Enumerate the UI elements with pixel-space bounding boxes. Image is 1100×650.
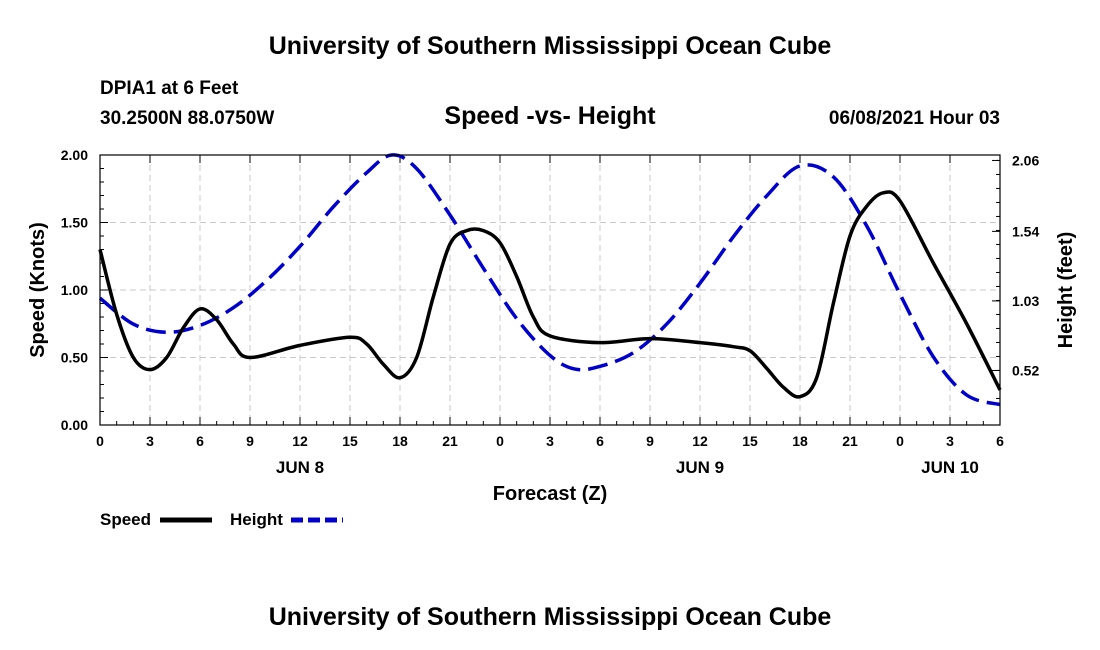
x-tick-label: 3 xyxy=(546,433,554,449)
run-time: 06/08/2021 Hour 03 xyxy=(829,108,1000,129)
legend: Speed Height xyxy=(100,510,343,529)
plot-frame xyxy=(99,154,1001,426)
left-axis-ticks: 0.00 0.50 1.00 1.50 2.00 xyxy=(61,147,108,433)
x-tick-label: 0 xyxy=(896,433,904,449)
x-tick-label: 21 xyxy=(442,433,458,449)
x-tick-label: 12 xyxy=(292,433,308,449)
x-tick-label: 18 xyxy=(792,433,808,449)
y-left-tick-label: 2.00 xyxy=(61,147,88,163)
x-tick-label: 3 xyxy=(146,433,154,449)
y-right-tick-label: 2.06 xyxy=(1012,152,1039,168)
x-tick-label: 6 xyxy=(596,433,604,449)
y-left-tick-label: 1.00 xyxy=(61,282,88,298)
series-lines xyxy=(98,153,1002,407)
y-right-tick-label: 1.03 xyxy=(1012,293,1039,309)
series-line-speed xyxy=(98,190,1002,399)
x-tick-label: 21 xyxy=(842,433,858,449)
legend-height-label: Height xyxy=(230,510,283,529)
y-axis-left-label: Speed (Knots) xyxy=(27,222,49,358)
y-left-tick-label: 1.50 xyxy=(61,215,88,231)
y-left-tick-label: 0.50 xyxy=(61,350,88,366)
right-axis-ticks: 0.52 1.03 1.54 2.06 xyxy=(992,152,1039,399)
series-line-height xyxy=(98,153,1001,407)
x-tick-label: 15 xyxy=(342,433,358,449)
x-tick-label: 9 xyxy=(646,433,654,449)
x-date-label: JUN 8 xyxy=(276,458,324,477)
x-date-label: JUN 10 xyxy=(921,458,979,477)
y-right-tick-label: 1.54 xyxy=(1012,223,1039,239)
x-date-label: JUN 9 xyxy=(676,458,724,477)
legend-speed-label: Speed xyxy=(100,510,151,529)
x-tick-label: 15 xyxy=(742,433,758,449)
y-right-tick-label: 0.52 xyxy=(1012,362,1039,378)
x-tick-label: 9 xyxy=(246,433,254,449)
x-axis-ticks: 0 3 6 9 12 15 18 21 0 3 6 9 12 15 18 21 0 3 6 JUN 8 JUN 9 JUN… xyxy=(96,155,1004,477)
x-tick-label: 3 xyxy=(946,433,954,449)
x-tick-label: 12 xyxy=(692,433,708,449)
x-tick-label: 6 xyxy=(996,433,1004,449)
x-tick-label: 0 xyxy=(496,433,504,449)
chart-title: Speed -vs- Height xyxy=(444,102,656,130)
page-title-bottom: University of Southern Mississippi Ocean… xyxy=(269,603,832,631)
y-axis-right-label: Height (feet) xyxy=(1055,232,1077,349)
grid-lines xyxy=(100,155,1000,425)
x-axis-label: Forecast (Z) xyxy=(493,483,607,505)
station-coords: 30.2500N 88.0750W xyxy=(100,108,274,129)
x-tick-label: 18 xyxy=(392,433,408,449)
x-tick-label: 6 xyxy=(196,433,204,449)
station-name: DPIA1 at 6 Feet xyxy=(100,78,239,99)
x-tick-label: 0 xyxy=(96,433,104,449)
y-left-tick-label: 0.00 xyxy=(61,417,88,433)
page-title-top: University of Southern Mississippi Ocean… xyxy=(269,32,832,60)
